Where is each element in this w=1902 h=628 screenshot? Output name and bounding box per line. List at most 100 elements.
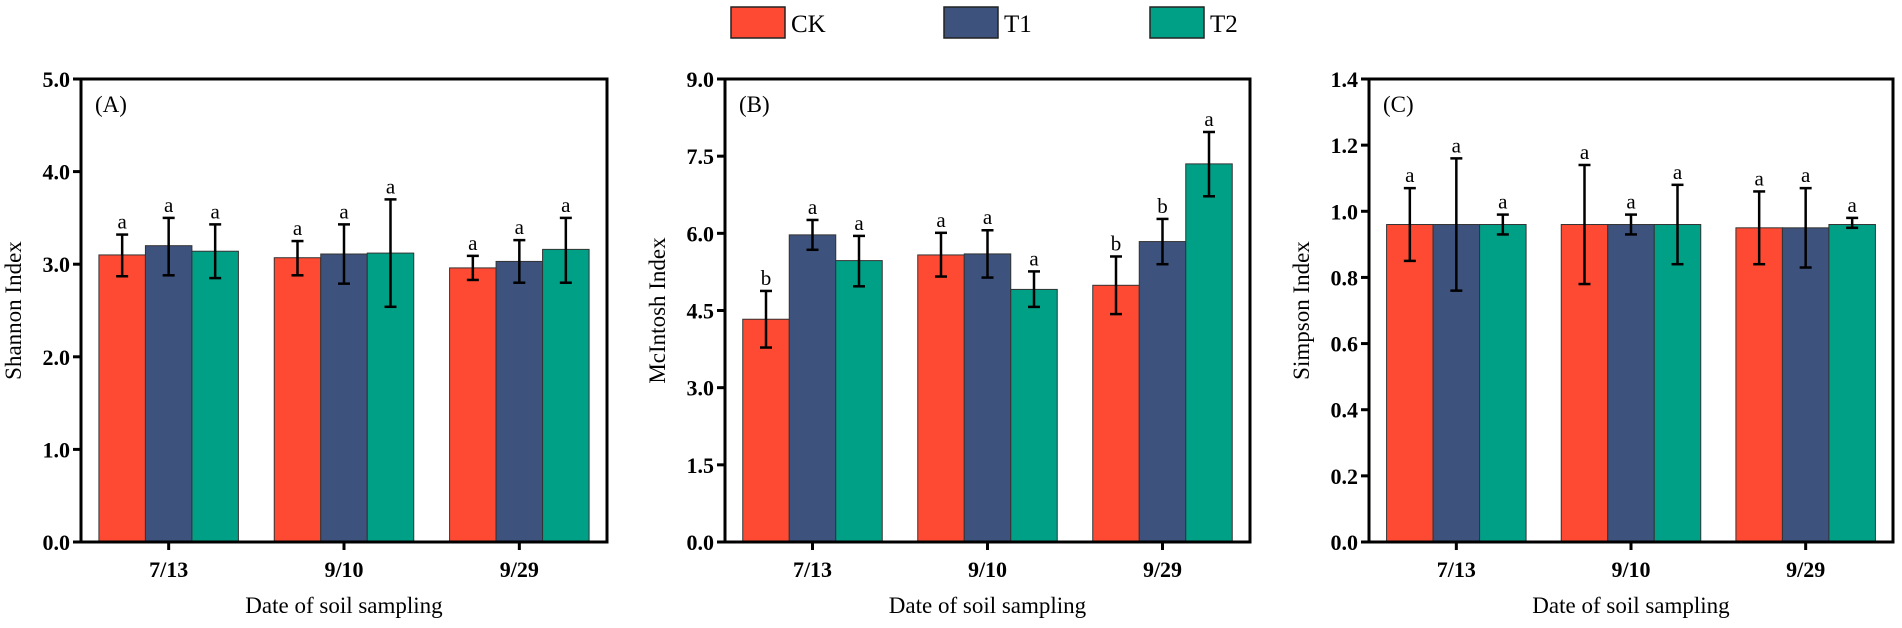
- y-tick-label: 1.0: [43, 437, 71, 462]
- bar-t2-9-10: [1010, 288, 1058, 543]
- error-bar: [853, 234, 865, 288]
- bar-t1-9-29: [495, 260, 544, 543]
- error-bar: [1578, 163, 1591, 286]
- legend-item-t1: T1: [943, 6, 1032, 39]
- significance-letter: a: [468, 231, 478, 255]
- significance-letter: a: [1204, 107, 1214, 131]
- bar-ck-9-10: [273, 257, 322, 543]
- y-tick-label: 1.2: [1331, 133, 1359, 158]
- error-bar: [1799, 186, 1812, 269]
- error-bar: [209, 223, 222, 280]
- legend-label: CK: [791, 11, 826, 38]
- x-axis-title: Date of soil sampling: [1532, 593, 1730, 618]
- significance-letter: a: [1626, 190, 1636, 214]
- y-tick-label: 7.5: [687, 144, 715, 169]
- error-bar: [760, 289, 772, 349]
- significance-letter: a: [164, 193, 174, 217]
- y-tick-label: 1.5: [687, 453, 715, 478]
- bar-t2-7-13: [1479, 224, 1527, 543]
- significance-letter: a: [1580, 140, 1590, 164]
- error-bar: [1450, 157, 1463, 292]
- legend-label: T2: [1210, 11, 1238, 38]
- significance-letter: a: [339, 199, 349, 223]
- significance-letter: a: [1405, 163, 1415, 187]
- error-bar: [1496, 213, 1509, 236]
- significance-letter: b: [1111, 231, 1122, 255]
- x-tick-label: 9/10: [1611, 557, 1650, 582]
- y-tick-label: 3.0: [43, 252, 71, 277]
- error-bar: [162, 216, 175, 277]
- significance-letter: a: [561, 193, 571, 217]
- legend-swatch: [730, 6, 786, 39]
- bar-t1-9-29: [1781, 227, 1830, 543]
- bar-ck-9-29: [449, 267, 497, 543]
- bar-t1-9-10: [320, 253, 368, 543]
- bar-ck-9-29: [1735, 227, 1783, 543]
- legend-swatch: [943, 6, 999, 39]
- error-bar: [1028, 270, 1040, 309]
- bar-t2-7-13: [835, 260, 883, 543]
- panel-a: a a a a a a a a a 0.0 1.0 2.0 3.0 4.0 5.0 7/13 9/10 9/29 D…: [1, 67, 609, 618]
- x-tick-label: 9/29: [1786, 557, 1825, 582]
- legend-swatch: [1149, 6, 1205, 39]
- significance-letter: a: [1029, 246, 1039, 270]
- y-axis-title: Simpson Index: [1289, 241, 1314, 380]
- error-bar: [1671, 183, 1684, 266]
- error-bar: [513, 238, 526, 284]
- x-tick-label: 9/29: [500, 557, 539, 582]
- bar-t1-9-10: [963, 253, 1012, 543]
- x-tick-label: 7/13: [793, 557, 832, 582]
- error-bar: [806, 218, 819, 252]
- bar-ck-9-29: [1092, 284, 1140, 543]
- significance-letter: a: [808, 195, 818, 219]
- significance-letter: a: [936, 208, 946, 232]
- error-bar: [384, 198, 397, 309]
- bar-t1-7-13: [144, 245, 193, 543]
- bar-t1-7-13: [788, 234, 837, 543]
- x-tick-label: 9/10: [968, 557, 1007, 582]
- y-tick-label: 1.0: [1331, 199, 1359, 224]
- bar-t2-9-29: [1185, 163, 1233, 543]
- significance-letter: a: [1673, 160, 1683, 184]
- error-bar: [338, 223, 350, 285]
- y-axis-title: Shannon Index: [1, 241, 26, 380]
- y-tick-label: 0.2: [1331, 464, 1359, 489]
- y-tick-label: 0.8: [1331, 265, 1359, 290]
- y-tick-label: 3.0: [687, 376, 715, 401]
- error-bar: [291, 239, 304, 277]
- bar-t2-9-29: [1828, 224, 1876, 543]
- error-bar: [1110, 255, 1122, 316]
- bar-t2-7-13: [191, 250, 239, 543]
- error-bar: [1846, 216, 1859, 230]
- legend-item-t2: T2: [1149, 6, 1238, 39]
- panel-label: (B): [739, 92, 770, 117]
- x-tick-label: 9/29: [1143, 557, 1182, 582]
- panel-c: a a a a a a a a a 0.0 0.2 0.4 0.6 0.8 1.0 1.2 1.4 7/13 9/1…: [1289, 67, 1895, 618]
- significance-letter: a: [118, 210, 128, 234]
- y-tick-label: 4.0: [43, 160, 71, 185]
- significance-letter: a: [293, 216, 303, 240]
- bar-t2-9-29: [542, 248, 590, 543]
- bar-t2-9-10: [1653, 224, 1702, 543]
- significance-letter: a: [515, 215, 525, 239]
- error-bar: [1156, 217, 1169, 266]
- legend-item-ck: CK: [730, 6, 826, 39]
- legend-label: T1: [1004, 11, 1032, 38]
- y-tick-label: 6.0: [687, 221, 715, 246]
- significance-letter: a: [1848, 193, 1858, 217]
- significance-letter: a: [1498, 190, 1508, 214]
- error-bar: [116, 233, 129, 278]
- y-tick-label: 0.4: [1331, 398, 1359, 423]
- error-bar: [1753, 190, 1766, 266]
- significance-letter: a: [211, 199, 221, 223]
- significance-letter: a: [983, 205, 993, 229]
- x-tick-label: 7/13: [149, 557, 188, 582]
- x-tick-label: 9/10: [324, 557, 363, 582]
- y-tick-label: 1.4: [1331, 67, 1359, 92]
- panel-b: b a b a a b a a a 0.0 1.5 3.0 4.5 6.0 7.5 9.0 7/13 9/10 9/…: [645, 67, 1252, 618]
- y-tick-label: 0.0: [687, 530, 715, 555]
- error-bar: [1625, 213, 1637, 236]
- legend: CK T1 T2: [730, 6, 1238, 39]
- error-bar: [1203, 130, 1215, 198]
